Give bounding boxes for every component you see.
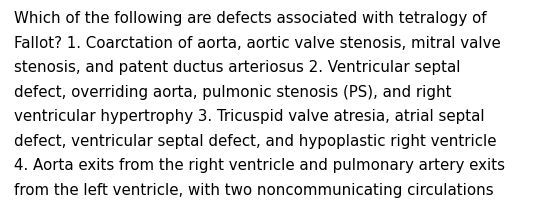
Text: ventricular hypertrophy 3. Tricuspid valve atresia, atrial septal: ventricular hypertrophy 3. Tricuspid val… [14, 109, 484, 124]
Text: 4. Aorta exits from the right ventricle and pulmonary artery exits: 4. Aorta exits from the right ventricle … [14, 158, 505, 173]
Text: Fallot? 1. Coarctation of aorta, aortic valve stenosis, mitral valve: Fallot? 1. Coarctation of aorta, aortic … [14, 36, 501, 51]
Text: Which of the following are defects associated with tetralogy of: Which of the following are defects assoc… [14, 11, 487, 27]
Text: stenosis, and patent ductus arteriosus 2. Ventricular septal: stenosis, and patent ductus arteriosus 2… [14, 60, 460, 75]
Text: defect, overriding aorta, pulmonic stenosis (PS), and right: defect, overriding aorta, pulmonic steno… [14, 85, 451, 100]
Text: defect, ventricular septal defect, and hypoplastic right ventricle: defect, ventricular septal defect, and h… [14, 134, 497, 149]
Text: from the left ventricle, with two noncommunicating circulations: from the left ventricle, with two noncom… [14, 183, 494, 198]
